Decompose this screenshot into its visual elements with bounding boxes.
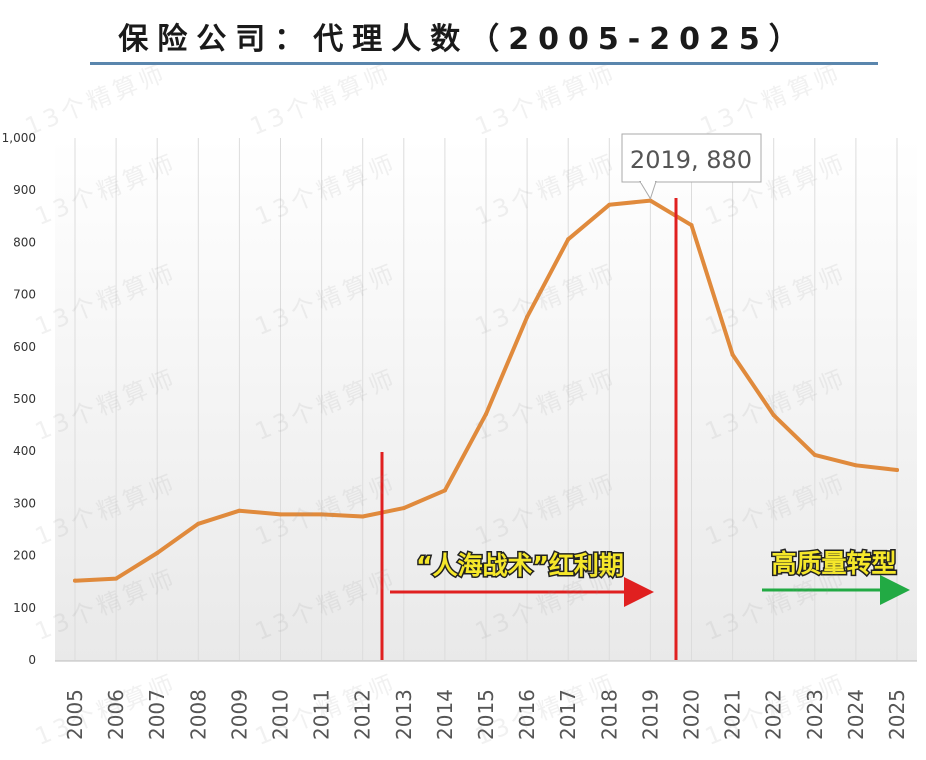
data-point <box>360 514 365 519</box>
x-tick-label: 2008 <box>186 689 210 740</box>
data-point <box>442 488 447 493</box>
x-tick-label: 2015 <box>474 689 498 740</box>
x-tick-label: 2023 <box>803 689 827 740</box>
x-tick-label: 2016 <box>515 689 539 740</box>
x-tick-label: 2020 <box>680 689 704 740</box>
annotation-label: “人海战术”红利期 <box>416 551 624 580</box>
data-point <box>319 512 324 517</box>
callout-box <box>621 133 762 183</box>
data-point <box>730 352 735 357</box>
data-point <box>401 506 406 511</box>
data-point <box>689 223 694 228</box>
data-point <box>278 512 283 517</box>
y-axis-ticks: 0 100 200 300 400 500 600 700 800 900 1,000 <box>2 131 36 667</box>
data-point <box>895 467 899 472</box>
x-tick-label: 2013 <box>392 689 416 740</box>
y-tick-label: 800 <box>13 235 36 249</box>
data-point <box>607 202 612 207</box>
y-tick-label: 500 <box>13 392 36 406</box>
x-tick-label: 2022 <box>762 689 786 740</box>
data-point <box>484 412 488 417</box>
chart-title: 保险公司：代理人数（2005-2025） <box>118 22 808 57</box>
y-tick-label: 1,000 <box>2 131 36 145</box>
x-tick-label: 2005 <box>63 689 87 740</box>
callout-label: 2019, 880 <box>630 146 752 174</box>
x-tick-label: 2006 <box>104 689 128 740</box>
x-tick-label: 2024 <box>844 689 868 740</box>
x-tick-label: 2017 <box>556 689 580 740</box>
data-point <box>853 463 858 468</box>
peak-callout: 2019, 880 <box>621 133 762 200</box>
x-tick-label: 2007 <box>145 689 169 740</box>
grid-lines <box>74 138 898 660</box>
data-point <box>525 315 530 320</box>
y-tick-label: 200 <box>13 549 36 563</box>
y-tick-label: 100 <box>13 601 36 615</box>
x-tick-label: 2012 <box>351 689 375 740</box>
x-tick-label: 2014 <box>433 689 457 740</box>
annotation-overlay: “人海战术”红利期 高质量转型 <box>380 198 910 660</box>
data-point <box>196 521 201 526</box>
title-underline <box>90 62 878 65</box>
x-tick-label: 2025 <box>885 689 909 740</box>
data-point <box>114 576 119 581</box>
x-tick-label: 2009 <box>227 689 251 740</box>
y-tick-label: 700 <box>13 288 36 302</box>
series-group <box>73 198 899 583</box>
y-tick-label: 400 <box>13 444 36 458</box>
y-tick-label: 600 <box>13 340 36 354</box>
data-point <box>73 578 77 583</box>
x-tick-label: 2010 <box>269 689 293 740</box>
x-tick-label: 2011 <box>310 689 334 740</box>
y-tick-label: 0 <box>28 653 36 667</box>
y-tick-label: 300 <box>13 496 36 510</box>
y-tick-label: 900 <box>13 183 36 197</box>
x-tick-label: 2019 <box>638 689 662 740</box>
x-tick-label: 2018 <box>597 689 621 740</box>
x-axis-ticks: 2005 2006 2007 2008 2009 2010 2011 2012 2013 2014… <box>63 689 909 740</box>
annotation-label: 高质量转型 <box>771 549 896 578</box>
data-point <box>771 413 776 418</box>
data-point <box>155 550 160 555</box>
data-point <box>648 198 653 203</box>
data-point <box>812 452 817 457</box>
data-point <box>566 237 571 242</box>
data-point <box>237 508 242 513</box>
x-tick-label: 2021 <box>721 689 745 740</box>
